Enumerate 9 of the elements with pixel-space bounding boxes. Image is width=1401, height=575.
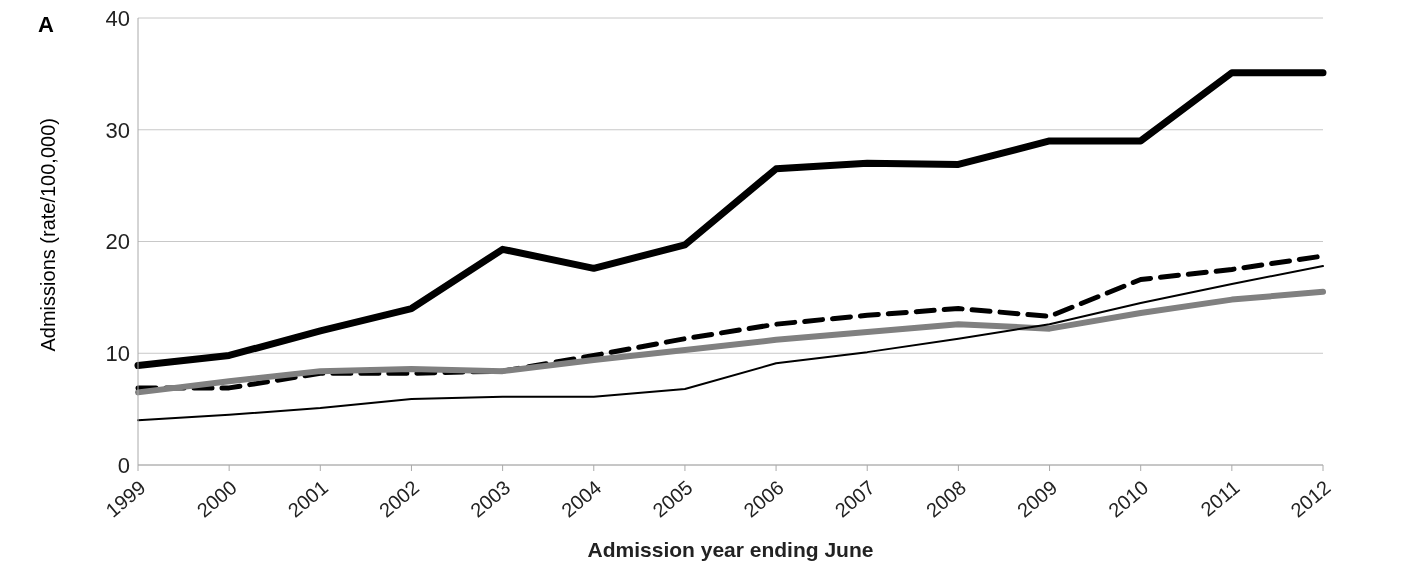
- y-tick-label: 20: [105, 229, 130, 255]
- y-tick-label: 40: [105, 5, 130, 31]
- text: A: [38, 12, 54, 38]
- x-axis-title: Admission year ending June: [587, 538, 874, 561]
- y-tick-label: 10: [105, 341, 130, 367]
- y-axis-title: Admissions (rate/100,000): [37, 118, 60, 352]
- y-tick-label: 30: [105, 117, 130, 143]
- y-tick-label: 0: [117, 452, 130, 478]
- line-series: [137, 265, 1324, 422]
